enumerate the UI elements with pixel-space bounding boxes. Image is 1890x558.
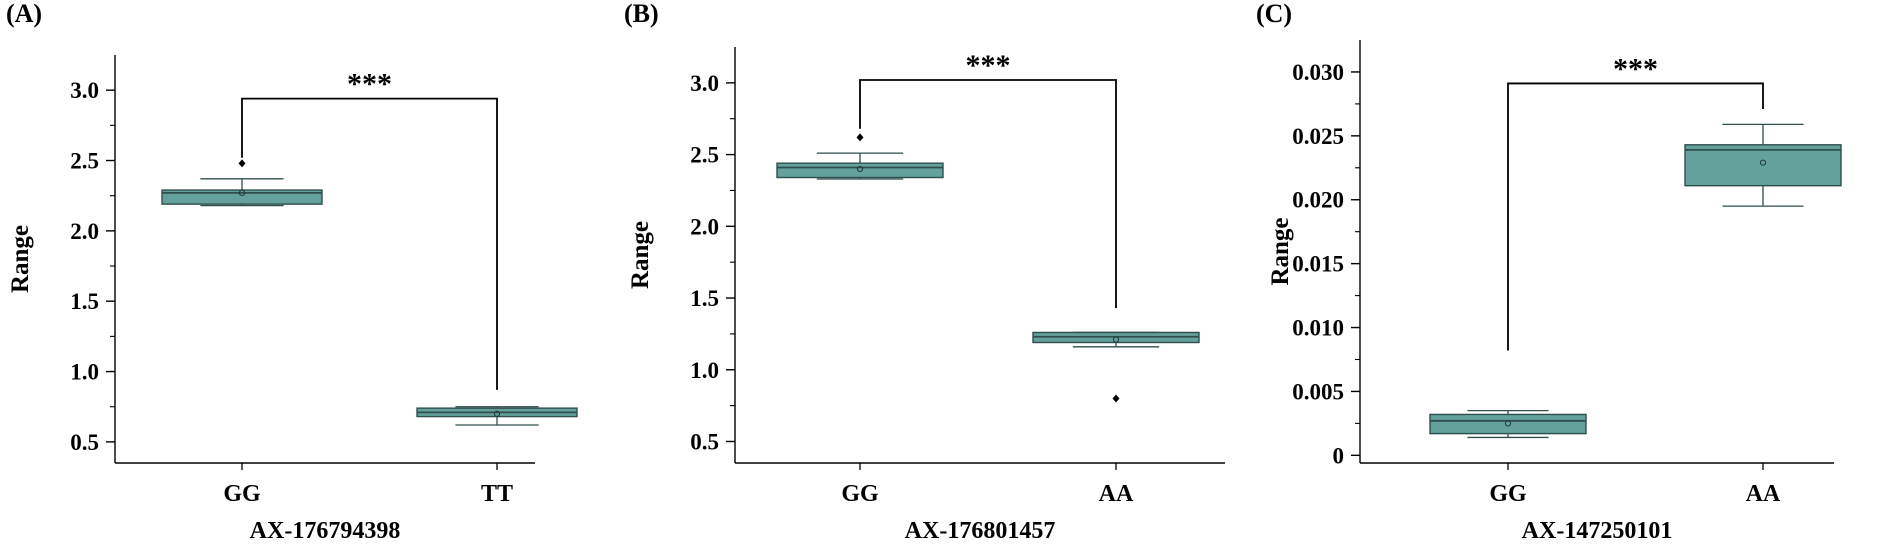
outlier-point bbox=[856, 133, 864, 142]
y-tick-label: 0 bbox=[1333, 443, 1345, 468]
box-iqr bbox=[1429, 413, 1587, 435]
significance-label: *** bbox=[347, 68, 392, 101]
mean-marker bbox=[493, 410, 501, 417]
x-tick-label: TT bbox=[481, 481, 513, 507]
box-iqr bbox=[776, 162, 944, 179]
y-axis-label: Range bbox=[1267, 217, 1294, 285]
panel-label: (C) bbox=[1256, 0, 1292, 28]
x-tick-label: GG bbox=[223, 481, 261, 507]
y-tick-label: 1.0 bbox=[70, 360, 99, 385]
x-tick-label: GG bbox=[841, 481, 879, 507]
y-tick-label: 3.0 bbox=[690, 71, 719, 96]
y-tick-label: 0.020 bbox=[1292, 188, 1344, 213]
box-gg bbox=[1429, 409, 1587, 439]
y-tick-label: 2.5 bbox=[690, 143, 719, 168]
y-tick-label: 1.5 bbox=[690, 286, 719, 311]
x-tick-label: AA bbox=[1099, 481, 1134, 507]
y-tick-label: 2.5 bbox=[70, 149, 99, 174]
y-tick-label: 0.025 bbox=[1292, 124, 1344, 149]
y-tick-label: 0.005 bbox=[1292, 379, 1344, 404]
significance-bracket bbox=[241, 97, 498, 390]
y-tick-label: 1.0 bbox=[690, 358, 719, 383]
significance-bracket bbox=[1507, 82, 1764, 351]
mean-marker bbox=[1504, 420, 1512, 427]
outlier-point bbox=[238, 159, 246, 168]
y-axis-label: Range bbox=[7, 225, 34, 293]
panel-label: (B) bbox=[624, 0, 659, 28]
significance-label: *** bbox=[1613, 52, 1658, 85]
panel-label: (A) bbox=[6, 0, 42, 28]
mean-marker bbox=[1112, 336, 1120, 343]
outlier-point bbox=[1112, 394, 1120, 403]
panel-c: (C) 0 0.005 0.010 0.015 0.020 0.025 0.030 Range A… bbox=[1256, 0, 1842, 544]
box-gg bbox=[776, 133, 944, 180]
box-gg bbox=[161, 159, 323, 207]
y-tick-label: 1.5 bbox=[70, 289, 99, 314]
significance-label: *** bbox=[966, 49, 1011, 82]
mean-marker bbox=[1759, 159, 1767, 166]
y-tick-label: 0.5 bbox=[70, 430, 99, 455]
significance-bracket bbox=[859, 79, 1117, 309]
y-tick-label: 0.5 bbox=[690, 429, 719, 454]
y-tick-label: 0.015 bbox=[1292, 252, 1344, 277]
box-aa bbox=[1684, 123, 1842, 207]
x-axis-label: AX-176794398 bbox=[250, 518, 401, 544]
x-tick-label: GG bbox=[1489, 481, 1527, 507]
x-axis-label: AX-147250101 bbox=[1522, 518, 1673, 544]
box-tt bbox=[416, 406, 578, 426]
y-tick-label: 0.030 bbox=[1292, 60, 1344, 85]
mean-marker bbox=[856, 165, 864, 173]
y-axis-label: Range bbox=[627, 221, 654, 289]
box-aa bbox=[1032, 331, 1200, 403]
panel-b: (B) 0.5 1.0 1.5 2.0 2.5 3.0 Range AX-176801457 GG… bbox=[624, 0, 1225, 544]
y-tick-label: 2.0 bbox=[690, 214, 719, 239]
x-axis-label: AX-176801457 bbox=[905, 518, 1056, 544]
y-tick-label: 2.0 bbox=[70, 219, 99, 244]
y-tick-label: 3.0 bbox=[70, 78, 99, 103]
mean-marker bbox=[238, 189, 246, 196]
panel-a: (A) 0.5 1.0 1.5 2.0 2.5 3.0 Range AX-176794398 GG… bbox=[6, 0, 578, 544]
y-tick-label: 0.010 bbox=[1292, 316, 1344, 341]
x-tick-label: AA bbox=[1746, 481, 1781, 507]
